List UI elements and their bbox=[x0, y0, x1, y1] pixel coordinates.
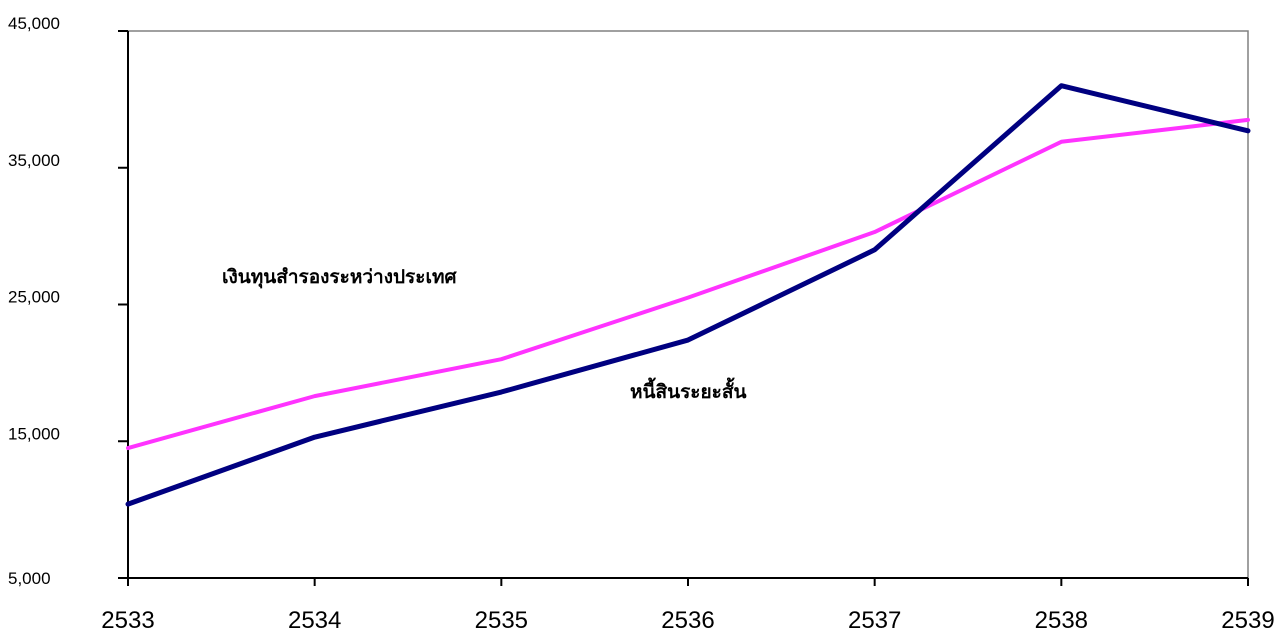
x-tick-label: 2536 bbox=[661, 607, 714, 634]
x-tick-label: 2533 bbox=[101, 607, 154, 634]
x-tick-label: 2538 bbox=[1035, 607, 1088, 634]
series-line-short-term-debt bbox=[125, 83, 1251, 507]
series-label-reserves: เงินทุนสำรองระหว่างประเทศ bbox=[222, 266, 457, 289]
y-tick-label: 25,000 bbox=[8, 288, 60, 307]
x-tick-label: 2537 bbox=[848, 607, 901, 634]
x-tick-label: 2535 bbox=[475, 607, 528, 634]
series-lines bbox=[125, 83, 1251, 507]
y-tick-label: 5,000 bbox=[8, 569, 51, 588]
x-tick-label: 2534 bbox=[288, 607, 341, 634]
y-tick-label: 35,000 bbox=[8, 151, 60, 170]
y-tick-label: 15,000 bbox=[8, 424, 60, 443]
x-tick-label: 2539 bbox=[1221, 607, 1274, 634]
series-label-short-term-debt: หนี้สินระยะสั้น bbox=[630, 377, 746, 403]
x-axis-ticks: 2533 2534 2535 2536 2537 2538 2539 bbox=[101, 578, 1275, 634]
plot-frame bbox=[127, 30, 1249, 579]
series-line-reserves bbox=[126, 117, 1250, 451]
y-axis-ticks: 5,000 15,000 25,000 35,000 45,000 bbox=[8, 14, 128, 588]
y-tick-label: 45,000 bbox=[8, 14, 60, 33]
